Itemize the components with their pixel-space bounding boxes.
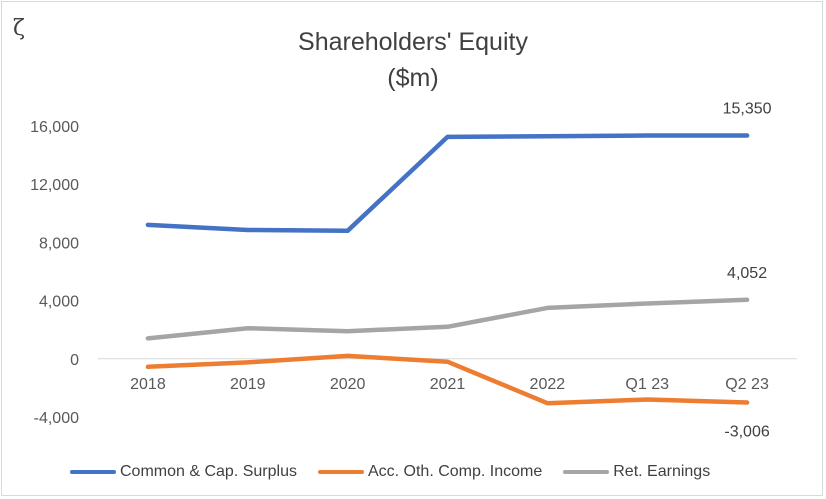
x-tick-label: Q2 23	[725, 376, 769, 393]
corner-mark: ζ	[13, 16, 25, 41]
y-tick-label: 4,000	[39, 294, 79, 311]
y-tick-label: 8,000	[39, 235, 79, 252]
series-line-0	[145, 133, 750, 234]
legend-label: Ret. Earnings	[613, 463, 711, 480]
legend-swatch-orange	[317, 470, 364, 474]
legend-item-common-cap-surplus: Common & Cap. Surplus	[70, 463, 297, 481]
chart-legend: Common & Cap. Surplus Acc. Oth. Comp. In…	[70, 463, 731, 481]
legend-swatch-gray	[563, 470, 610, 474]
chart-title: Shareholders' Equity	[298, 28, 528, 56]
data-label-end: -3,006	[724, 424, 769, 441]
legend-item-ret-earnings: Ret. Earnings	[563, 463, 710, 481]
series-line-1	[145, 353, 750, 406]
legend-item-acc-oth-comp-income: Acc. Oth. Comp. Income	[317, 463, 543, 481]
y-tick-label: -4,000	[34, 410, 79, 427]
x-tick-label: 2022	[530, 376, 566, 393]
series-line-2	[145, 297, 750, 341]
x-tick-label: 2018	[130, 376, 166, 393]
legend-swatch-blue	[70, 470, 116, 474]
y-tick-label: 12,000	[30, 177, 79, 194]
x-tick-label: Q1 23	[625, 376, 669, 393]
x-tick-label: 2020	[330, 376, 366, 393]
data-label-end: 4,052	[727, 265, 767, 282]
x-tick-label: 2021	[430, 376, 466, 393]
y-tick-label: 0	[70, 352, 79, 369]
y-tick-label: 16,000	[30, 119, 79, 136]
data-label-end: 15,350	[723, 100, 772, 117]
legend-label: Acc. Oth. Comp. Income	[367, 463, 543, 480]
legend-label: Common & Cap. Surplus	[120, 463, 297, 480]
chart-subtitle: ($m)	[387, 64, 439, 92]
x-tick-label: 2019	[230, 376, 266, 393]
